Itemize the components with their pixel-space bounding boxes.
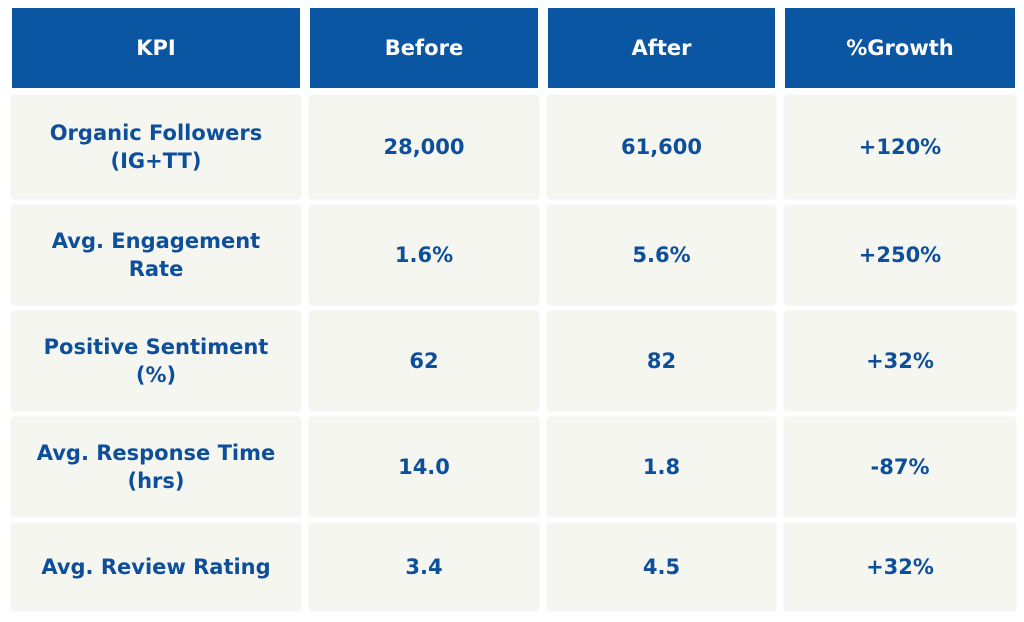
cell-line: Avg. Response Time (36, 440, 276, 465)
kpi-cell: Avg. Review Rating (12, 524, 300, 610)
value-cell: +32% (785, 524, 1015, 610)
cell-line: Avg. Review Rating (41, 554, 271, 579)
kpi-cell: Avg. Response Time (hrs) (12, 418, 300, 516)
cell-line: Positive Sentiment (43, 334, 269, 359)
value-cell: 5.6% (548, 206, 775, 304)
value-cell: 1.8 (548, 418, 775, 516)
value-cell: 4.5 (548, 524, 775, 610)
kpi-table: KPI Before After %Growth Organic Followers (I… (12, 8, 1015, 610)
value-cell: 62 (310, 312, 538, 410)
cell-line: Rate (128, 257, 184, 281)
header-cell: After (548, 8, 775, 88)
value-cell: 82 (548, 312, 775, 410)
cell-line: (IG+TT) (110, 149, 202, 173)
value-cell: 3.4 (310, 524, 538, 610)
kpi-cell: Positive Sentiment (%) (12, 312, 300, 410)
value-cell: +250% (785, 206, 1015, 304)
cell-line: Organic Followers (49, 120, 263, 145)
cell-line: Avg. Engagement (51, 228, 261, 253)
header-cell: KPI (12, 8, 300, 88)
cell-line: (hrs) (127, 469, 185, 493)
value-cell: +120% (785, 96, 1015, 198)
header-cell: %Growth (785, 8, 1015, 88)
value-cell: +32% (785, 312, 1015, 410)
value-cell: 61,600 (548, 96, 775, 198)
value-cell: -87% (785, 418, 1015, 516)
value-cell: 1.6% (310, 206, 538, 304)
header-cell: Before (310, 8, 538, 88)
value-cell: 28,000 (310, 96, 538, 198)
kpi-cell: Avg. Engagement Rate (12, 206, 300, 304)
cell-line: (%) (135, 363, 177, 387)
value-cell: 14.0 (310, 418, 538, 516)
kpi-cell: Organic Followers (IG+TT) (12, 96, 300, 198)
